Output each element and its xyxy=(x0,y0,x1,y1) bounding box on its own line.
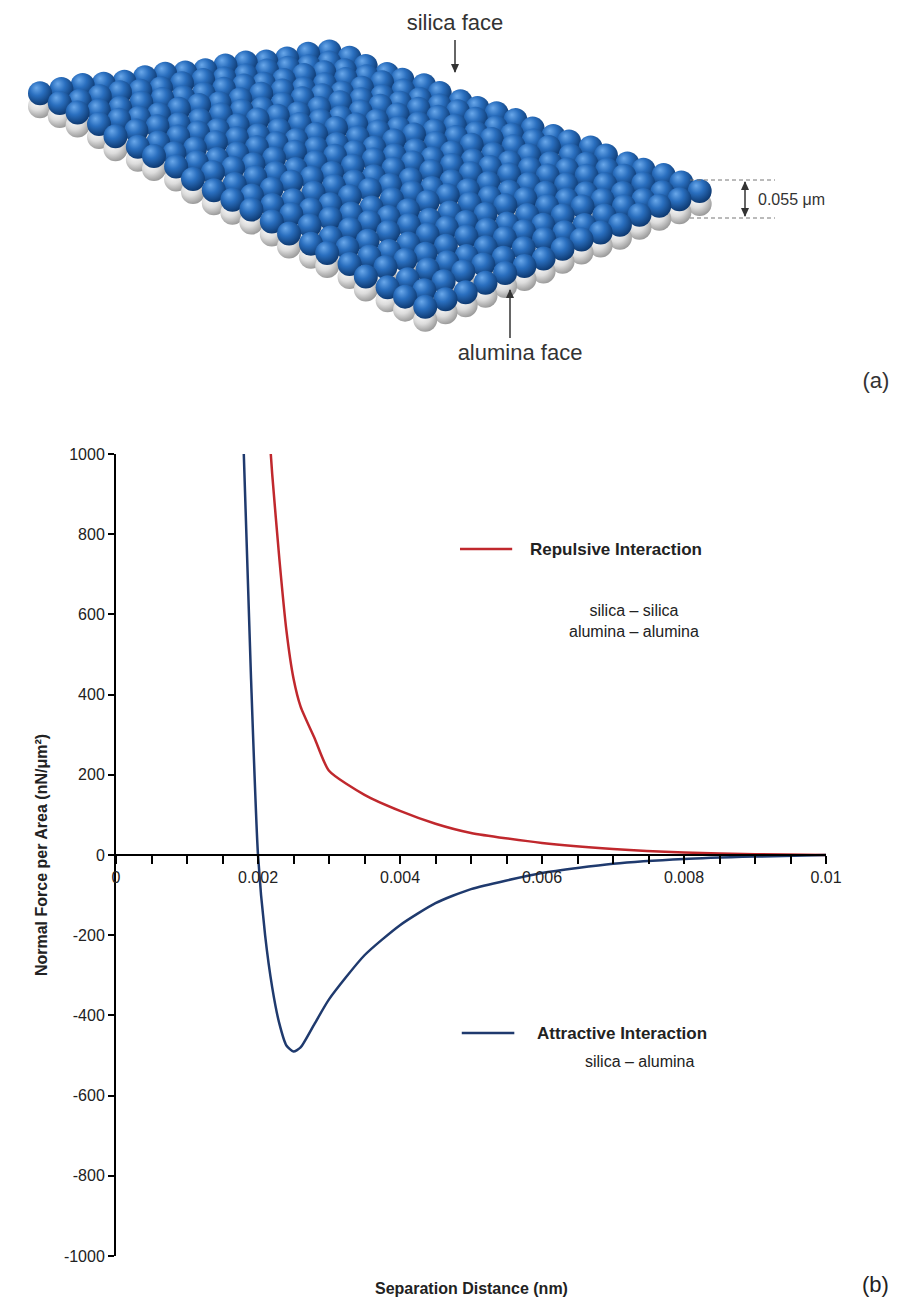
svg-text:Normal Force per Area (nN/μm²): Normal Force per Area (nN/μm²) xyxy=(33,734,50,976)
svg-text:0.008: 0.008 xyxy=(664,869,704,886)
svg-text:0: 0 xyxy=(112,869,121,886)
svg-text:-200: -200 xyxy=(73,927,105,944)
svg-text:Separation Distance (nm): Separation Distance (nm) xyxy=(375,1280,568,1297)
svg-text:silica face: silica face xyxy=(407,10,504,35)
svg-text:800: 800 xyxy=(78,526,105,543)
svg-text:-400: -400 xyxy=(73,1007,105,1024)
svg-text:-1000: -1000 xyxy=(64,1248,105,1265)
svg-text:alumina face: alumina face xyxy=(458,340,583,365)
svg-text:0.055 μm: 0.055 μm xyxy=(758,191,825,208)
svg-text:silica – alumina: silica – alumina xyxy=(585,1053,694,1070)
svg-text:1000: 1000 xyxy=(69,446,105,463)
svg-text:0.004: 0.004 xyxy=(380,869,420,886)
svg-text:400: 400 xyxy=(78,686,105,703)
svg-text:-800: -800 xyxy=(73,1167,105,1184)
svg-text:0.006: 0.006 xyxy=(522,869,562,886)
svg-text:0: 0 xyxy=(96,847,105,864)
svg-text:Attractive Interaction: Attractive Interaction xyxy=(537,1024,707,1043)
svg-text:(a): (a) xyxy=(863,368,890,393)
svg-text:-600: -600 xyxy=(73,1087,105,1104)
svg-text:600: 600 xyxy=(78,606,105,623)
svg-text:silica – silicaalumina – alumi: silica – silicaalumina – alumina xyxy=(569,602,699,640)
html-text:(b): (b) xyxy=(862,1272,889,1297)
svg-text:0.002: 0.002 xyxy=(238,869,278,886)
svg-text:Repulsive Interaction: Repulsive Interaction xyxy=(530,540,702,559)
svg-text:200: 200 xyxy=(78,766,105,783)
svg-text:0.01: 0.01 xyxy=(810,869,841,886)
